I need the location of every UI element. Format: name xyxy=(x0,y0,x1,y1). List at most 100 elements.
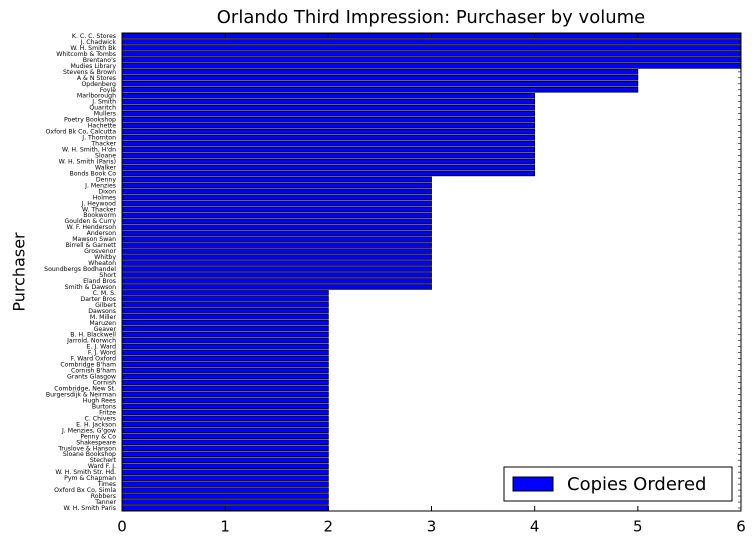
bar xyxy=(121,63,742,69)
bar xyxy=(121,248,432,254)
bar xyxy=(121,212,432,219)
y-tick-label: Dixon xyxy=(98,188,116,195)
bar xyxy=(121,230,432,236)
y-tick-label: Short xyxy=(99,272,116,279)
y-tick-label: Poetry Bookshop xyxy=(64,117,116,124)
y-tick-label: C. M. S. xyxy=(93,290,116,297)
y-tick-label: Fritze xyxy=(99,409,116,416)
y-tick-label: Sloane Bookshop xyxy=(63,451,116,458)
y-tick-label: J. Thornton xyxy=(81,135,116,142)
y-tick-label: Foyle xyxy=(100,87,117,94)
bar xyxy=(121,146,536,153)
y-tick-label: M. Miller xyxy=(90,314,117,321)
y-tick-label: Goulden & Curry xyxy=(64,218,116,225)
bar xyxy=(121,337,329,344)
y-tick-label: Combridge, New St. xyxy=(54,386,116,393)
y-tick-label: F. Ward Oxford xyxy=(71,356,116,363)
y-tick-label: Brentano's xyxy=(83,57,116,64)
x-tick-label: 4 xyxy=(530,518,540,536)
y-tick-label: Penny & Co xyxy=(80,433,116,440)
y-tick-label: A & N Stores xyxy=(77,75,116,82)
bar xyxy=(121,266,432,272)
bar xyxy=(121,236,432,242)
y-tick-label: W. F. Henderson xyxy=(67,224,117,231)
y-tick-label: Soundbergs Bodhandel xyxy=(44,266,116,273)
bar xyxy=(121,134,536,141)
bar xyxy=(121,355,329,362)
y-tick-label: Whitcomb & Tombs xyxy=(56,51,116,58)
bar xyxy=(121,469,329,475)
bar xyxy=(121,218,432,224)
bar xyxy=(121,278,432,284)
bar xyxy=(121,433,329,440)
y-tick-label: Times xyxy=(97,481,116,488)
bar xyxy=(121,325,329,332)
chart-title: Orlando Third Impression: Purchaser by v… xyxy=(217,7,645,28)
bar xyxy=(121,152,536,159)
bar xyxy=(121,379,329,386)
y-tick-label: Cornish xyxy=(93,380,116,387)
plot-frame xyxy=(121,32,742,512)
y-tick-label: Hachette xyxy=(88,123,116,130)
y-tick-label: Oxford Bx Co, Simla xyxy=(54,487,116,494)
bar xyxy=(121,493,329,499)
bar xyxy=(121,224,432,230)
bar xyxy=(121,451,329,458)
y-tick-label: Robbers xyxy=(91,493,116,500)
bar xyxy=(121,128,536,135)
x-tick-label: 6 xyxy=(736,518,746,536)
y-tick-label: Mullers xyxy=(94,111,116,118)
y-tick-label: Cornish B'ham xyxy=(71,368,116,375)
x-tick-label: 0 xyxy=(117,518,127,536)
y-tick-label: Wheaton xyxy=(88,260,116,267)
y-tick-label: Opdenberg xyxy=(81,81,116,88)
bar xyxy=(121,206,432,213)
x-tick-label: 2 xyxy=(324,518,334,536)
bar xyxy=(121,158,536,165)
x-tick-label: 3 xyxy=(427,518,437,536)
y-tick-label: Dawsons xyxy=(88,308,116,315)
y-axis-label: Purchaser xyxy=(10,232,29,312)
bar xyxy=(121,409,329,416)
y-tick-label: K. C. C. Stores xyxy=(72,33,116,40)
y-tick-label: Stevens & Brown xyxy=(63,69,116,76)
bar xyxy=(121,164,536,171)
y-tick-label: F. J. Word xyxy=(88,350,116,357)
y-tick-label: Mawson Swan xyxy=(72,236,116,243)
y-tick-label: Shakespeare xyxy=(76,439,116,446)
bar xyxy=(121,75,639,81)
y-tick-label: Holmes xyxy=(93,194,116,201)
bar xyxy=(121,86,639,93)
y-tick-label: B. H. Blackwell xyxy=(70,332,116,339)
bar xyxy=(121,427,329,434)
y-tick-label: Smith & Dawson xyxy=(65,284,116,291)
y-tick-label: Denny xyxy=(96,176,116,183)
y-tick-label: Anderson xyxy=(87,230,116,237)
legend-label: Copies Ordered xyxy=(567,474,706,495)
y-tick-label: Combridge B'ham xyxy=(60,362,116,369)
bar xyxy=(121,415,329,422)
y-tick-label: Tanner xyxy=(94,499,116,506)
bar xyxy=(121,200,432,207)
bar xyxy=(121,361,329,368)
y-tick-label: W. Thacker xyxy=(82,206,116,213)
bar xyxy=(121,122,536,129)
bar xyxy=(121,194,432,201)
bar xyxy=(121,242,432,248)
bar xyxy=(121,51,742,57)
bar xyxy=(121,421,329,428)
bar xyxy=(121,463,329,469)
y-tick-label: Ward F. J. xyxy=(88,463,116,470)
bar xyxy=(121,57,742,63)
y-tick-label: Bonds Book Co xyxy=(69,170,116,177)
x-tick-label: 1 xyxy=(220,518,230,536)
bar xyxy=(121,98,536,105)
bar xyxy=(121,254,432,260)
y-tick-label: Bookworm xyxy=(83,212,116,219)
y-tick-label: Sloane xyxy=(95,152,116,159)
bar xyxy=(121,92,536,99)
y-tick-label: E. J. Ward xyxy=(87,344,117,351)
bar xyxy=(121,499,329,505)
bar xyxy=(121,104,536,111)
